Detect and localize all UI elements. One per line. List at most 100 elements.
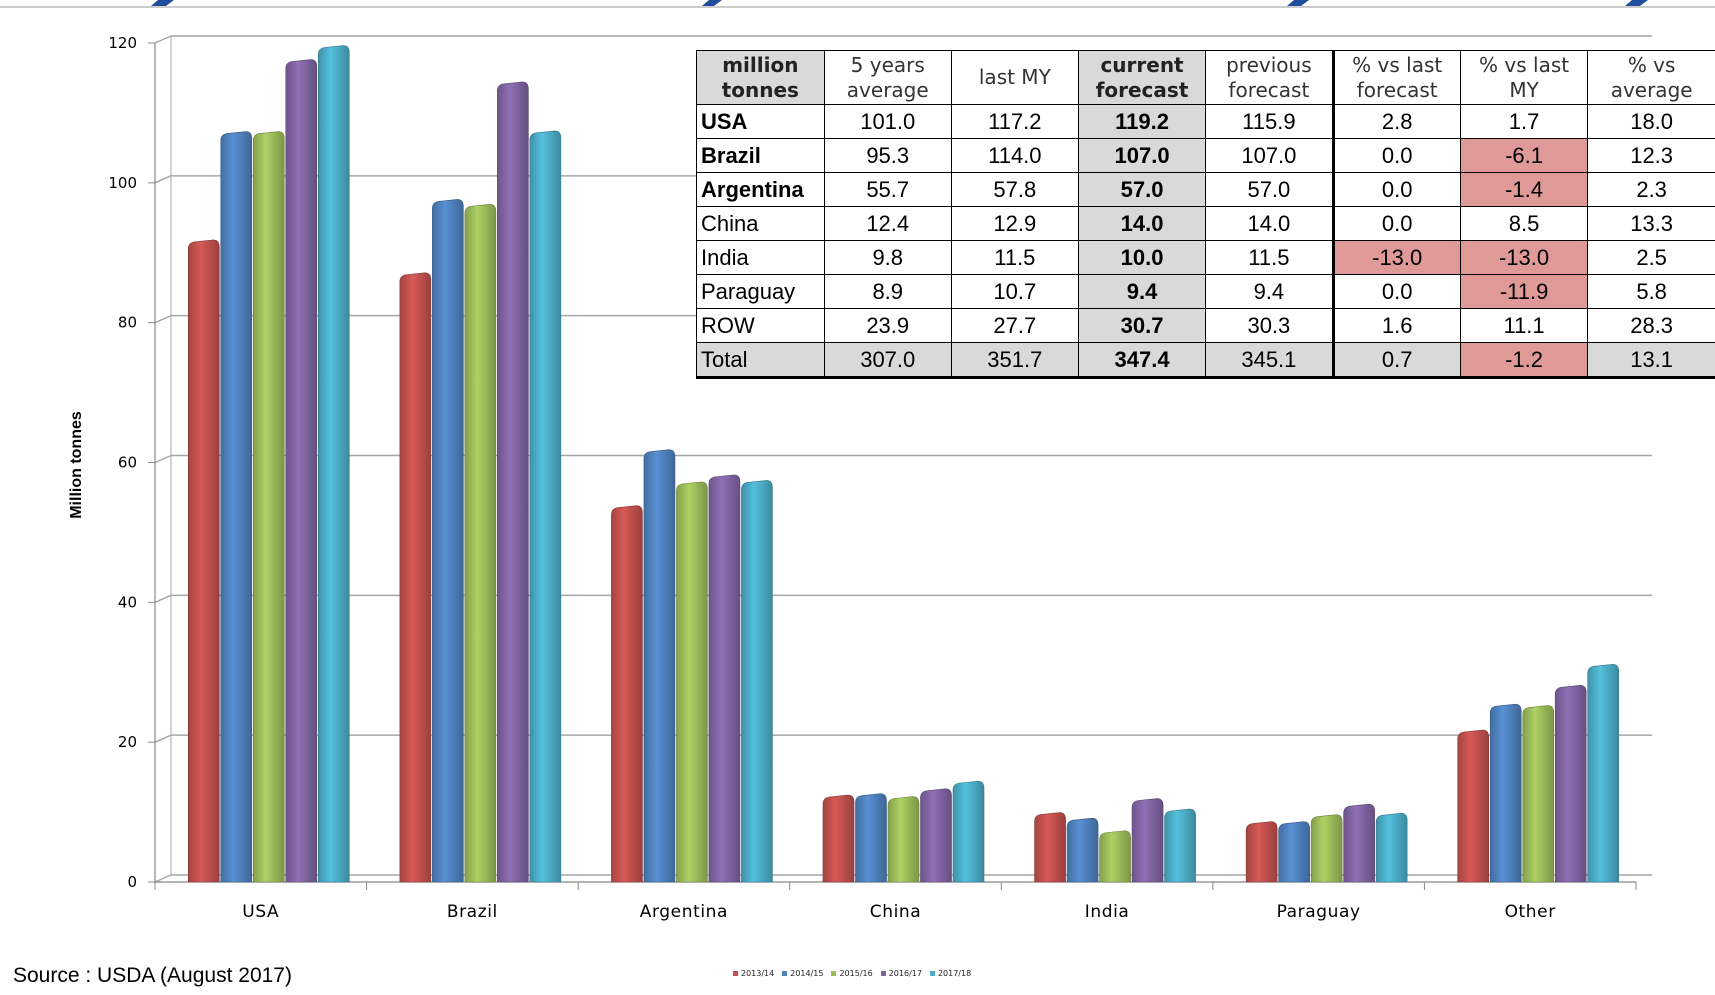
bar: [643, 449, 676, 883]
table-cell: 9.8: [823, 240, 952, 275]
table-cell: 101.0: [823, 104, 952, 139]
x-tick-label: USA: [242, 902, 279, 922]
table-cell: 12.3: [1587, 138, 1715, 173]
table-cell: 18.0: [1587, 104, 1715, 139]
gridline-depth: [154, 734, 172, 743]
bar: [855, 793, 887, 883]
source-note: Source : USDA (August 2017): [13, 964, 292, 987]
table-cell: 119.2: [1077, 104, 1207, 139]
table-cell: 14.0: [1205, 206, 1334, 241]
bar: [317, 45, 350, 883]
table-cell: 0.0: [1331, 206, 1461, 241]
row-country-cell: Brazil: [696, 138, 825, 173]
table-cell: 351.7: [950, 342, 1079, 379]
table-cell: 9.4: [1205, 274, 1334, 309]
legend-swatch: [929, 971, 935, 976]
x-tick-label: China: [870, 902, 922, 922]
gridline-depth: [154, 314, 172, 324]
table-cell: -13.0: [1459, 240, 1589, 275]
bar: [1164, 808, 1196, 883]
gridline-depth: [154, 35, 172, 44]
table-cell: -11.9: [1459, 274, 1589, 309]
bar: [1554, 685, 1587, 883]
gridline-depth: [154, 454, 172, 464]
chart-legend: 2013/14 2014/15 2015/16 2016/17 2017/18: [733, 969, 971, 978]
table-cell: 107.0: [1077, 138, 1207, 173]
bar: [497, 81, 529, 883]
table-cell: 0.0: [1331, 138, 1461, 173]
y-tick-label: 40: [118, 593, 137, 611]
table-row: Argentina 55.7 57.8 57.0 57.0 0.0 -1.4 2.3: [696, 172, 1715, 207]
table-cell: 11.1: [1459, 308, 1589, 343]
table-cell: 12.4: [823, 206, 952, 241]
row-country-cell: USA: [696, 104, 825, 139]
x-tick-label: Other: [1505, 902, 1556, 922]
table-cell: -1.4: [1459, 172, 1589, 207]
table-row: Total 307.0 351.7 347.4 345.1 0.7 -1.2 13.1: [696, 342, 1715, 379]
table-cell: 347.4: [1077, 342, 1207, 379]
header-cell: million tonnes: [696, 50, 825, 105]
legend-item: 2016/17: [880, 969, 922, 978]
table-cell: 11.5: [950, 240, 1079, 275]
row-country-cell: ROW: [696, 308, 825, 343]
table-cell: 12.9: [950, 206, 1079, 241]
x-tick-label: Brazil: [447, 902, 498, 922]
table-row: ROW 23.9 27.7 30.7 30.3 1.6 11.1 28.3: [696, 308, 1715, 343]
table-cell: 1.6: [1331, 308, 1461, 343]
table-cell: 0.0: [1331, 172, 1461, 207]
table-cell: 10.0: [1077, 240, 1207, 275]
table-cell: 5.8: [1587, 274, 1715, 309]
table-row: Paraguay 8.9 10.7 9.4 9.4 0.0 -11.9 5.8: [696, 274, 1715, 309]
legend-swatch: [733, 971, 738, 976]
table-cell: 14.0: [1077, 206, 1207, 241]
legend-label: 2015/16: [839, 969, 873, 978]
bars: [187, 45, 1620, 883]
bar: [1278, 821, 1310, 883]
table-cell: 55.7: [823, 172, 952, 207]
header-cell: current forecast: [1077, 50, 1207, 105]
bar: [887, 796, 920, 883]
table-cell: 57.0: [1077, 172, 1207, 207]
bar: [1457, 729, 1490, 883]
bar: [1131, 798, 1164, 883]
bar: [1245, 821, 1278, 883]
bar: [676, 481, 708, 883]
table-cell: 28.3: [1587, 308, 1715, 343]
table-cell: 345.1: [1205, 342, 1334, 379]
table-cell: 8.9: [823, 274, 952, 309]
bar: [611, 505, 643, 883]
legend-item: 2017/18: [929, 969, 971, 978]
table-cell: 117.2: [950, 104, 1079, 139]
table-cell: 30.7: [1077, 308, 1207, 343]
bar: [1310, 814, 1343, 883]
y-tick-label: 0: [127, 873, 137, 891]
legend-item: 2015/16: [831, 969, 873, 978]
legend-label: 2013/14: [741, 969, 775, 978]
bar: [1066, 817, 1099, 883]
bar: [1099, 830, 1131, 883]
y-tick-label: 100: [108, 174, 137, 192]
table-cell: 307.0: [823, 342, 952, 379]
table-cell: 2.8: [1331, 104, 1461, 139]
legend-swatch: [782, 971, 788, 976]
y-tick-label: 120: [108, 34, 137, 52]
table-cell: 30.3: [1205, 308, 1334, 343]
bar: [1343, 803, 1375, 883]
header-cell: % vs last MY: [1459, 50, 1589, 105]
x-tick-label: Argentina: [640, 902, 728, 922]
row-country-cell: Paraguay: [696, 274, 825, 309]
header-cell: % vs last forecast: [1331, 50, 1461, 105]
bar: [1489, 703, 1522, 883]
table-row: Brazil 95.3 114.0 107.0 107.0 0.0 -6.1 12.3: [696, 138, 1715, 173]
table-cell: 2.5: [1587, 240, 1715, 275]
table-cell: 0.7: [1331, 342, 1461, 379]
table-cell: 107.0: [1205, 138, 1334, 173]
x-tick-label: Paraguay: [1277, 902, 1361, 922]
bar: [708, 474, 741, 883]
table-cell: 57.0: [1205, 172, 1334, 207]
bar: [741, 480, 773, 883]
table-cell: 95.3: [823, 138, 952, 173]
y-axis-title: Million tonnes: [68, 411, 85, 519]
gridline-depth: [154, 874, 172, 883]
table-cell: -1.2: [1459, 342, 1589, 379]
